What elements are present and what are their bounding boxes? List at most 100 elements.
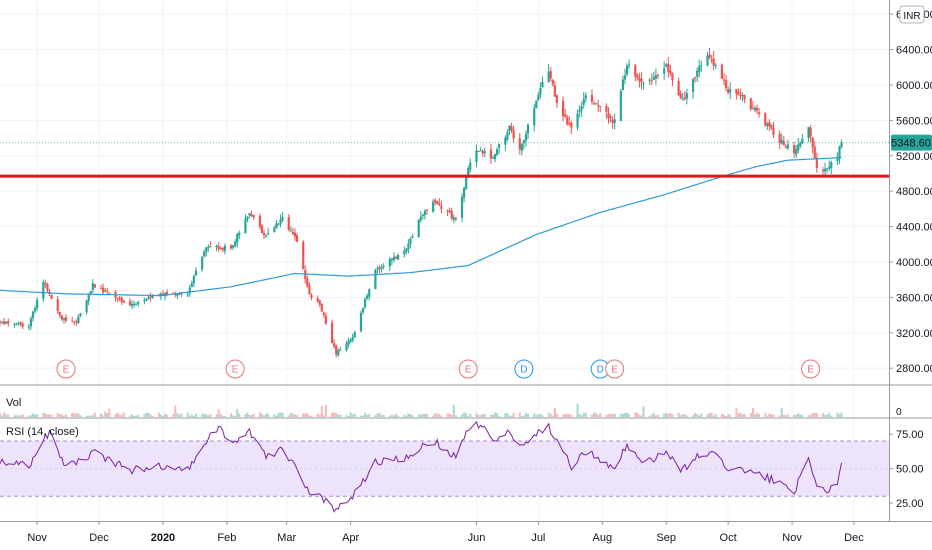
candle-body <box>595 103 598 105</box>
candle-body <box>625 65 629 75</box>
candle-body <box>510 126 513 131</box>
candle-body <box>79 313 82 316</box>
volume-bar <box>161 415 164 417</box>
candle-body <box>118 297 121 299</box>
candle-body <box>815 157 818 169</box>
event-marker-earnings[interactable]: E <box>801 359 821 379</box>
support-line[interactable] <box>0 142 889 178</box>
candle-body <box>3 321 6 325</box>
volume-bar <box>108 408 111 417</box>
time-axis[interactable]: Nov Dec 2020 Feb Mar Apr Jun Jul Aug Sep Oct Nov Dec <box>27 521 864 544</box>
candle-body <box>87 294 90 301</box>
volume-bar <box>524 412 527 417</box>
currency-badge-box[interactable] <box>899 5 925 24</box>
volume-bar <box>380 414 383 417</box>
volume-bar <box>34 414 37 417</box>
candle-body <box>683 97 686 99</box>
candle-body <box>396 254 400 260</box>
volume-bar <box>725 415 728 417</box>
volume-bar <box>423 414 426 417</box>
volume-bar <box>304 413 307 417</box>
volume-bar <box>642 406 645 417</box>
volume-bars <box>0 403 843 417</box>
event-marker-earnings[interactable]: E <box>56 359 76 379</box>
volume-bar <box>434 412 437 417</box>
volume-bar <box>729 414 732 417</box>
volume-bar <box>128 415 131 417</box>
volume-bar <box>331 412 334 417</box>
volume-bar <box>580 415 583 417</box>
candle-body <box>743 95 746 100</box>
event-marker-letter: E <box>63 365 70 376</box>
candle-body <box>506 131 509 140</box>
volume-bar <box>737 413 740 417</box>
volume-bar <box>382 414 385 417</box>
currency-badge[interactable]: INR <box>899 5 925 24</box>
volume-bar <box>131 414 134 417</box>
candle-body <box>56 299 59 311</box>
volume-pane-title: Vol <box>6 397 21 409</box>
candle-body <box>613 119 616 124</box>
candle-body <box>264 235 268 237</box>
volume-bar <box>795 415 798 417</box>
volume-bar <box>36 414 39 417</box>
candle-body <box>368 289 371 297</box>
volume-bar <box>626 412 629 417</box>
volume-bar <box>504 412 507 417</box>
volume-bar <box>469 413 472 417</box>
volume-bar <box>551 415 554 417</box>
event-marker-earnings[interactable]: E <box>605 359 625 379</box>
candle-body <box>448 210 451 213</box>
volume-bar <box>186 412 189 417</box>
candle-body <box>190 283 193 287</box>
volume-bar <box>289 413 292 417</box>
event-marker-earnings[interactable]: E <box>458 359 478 379</box>
volume-bar <box>0 413 1 417</box>
volume-bar <box>91 415 94 417</box>
candle-body <box>223 245 226 251</box>
event-marker-earnings[interactable]: E <box>225 359 245 379</box>
price-axis[interactable]: 2800.00 3200.00 3600.00 4000.00 4400.00 4800.… <box>889 9 932 375</box>
candle-body <box>628 64 631 66</box>
price-candles[interactable] <box>0 48 843 358</box>
event-marker-dividend[interactable]: D <box>514 359 534 379</box>
volume-bar <box>7 414 10 417</box>
candle-body <box>219 248 222 250</box>
price-axis-label: 4800.00 <box>896 186 932 198</box>
candle-body <box>335 345 338 355</box>
candle-body <box>462 187 466 198</box>
candle-body <box>590 94 594 102</box>
rsi-axis[interactable]: 25.00 50.00 75.00 <box>889 429 924 510</box>
candle-body <box>520 143 523 151</box>
candle-body <box>289 230 292 232</box>
volume-bar <box>465 413 468 417</box>
candle-body <box>149 296 152 298</box>
volume-bar <box>564 414 567 417</box>
volume-bar <box>232 415 235 417</box>
volume-bar <box>694 412 697 417</box>
volume-bar <box>782 414 785 417</box>
volume-bar <box>824 414 827 417</box>
volume-bar <box>349 412 352 417</box>
volume-bar <box>324 405 327 417</box>
volume-bar <box>786 414 789 417</box>
candle-body <box>62 317 66 320</box>
volume-bar <box>527 413 530 417</box>
volume-bar <box>3 412 6 417</box>
candle-body <box>508 125 511 132</box>
candle-body <box>584 95 587 99</box>
event-marker-circle <box>605 359 625 379</box>
candle-body <box>132 303 136 305</box>
volume-bar <box>475 413 478 417</box>
volume-bar <box>58 414 61 417</box>
candle-body <box>751 107 754 109</box>
candle-body <box>755 107 759 111</box>
candle-body <box>809 127 812 137</box>
candle-body <box>667 64 670 72</box>
volume-bar <box>60 414 63 417</box>
candle-body <box>361 307 365 313</box>
volume-bar <box>821 413 824 417</box>
volume-bar <box>174 405 177 417</box>
